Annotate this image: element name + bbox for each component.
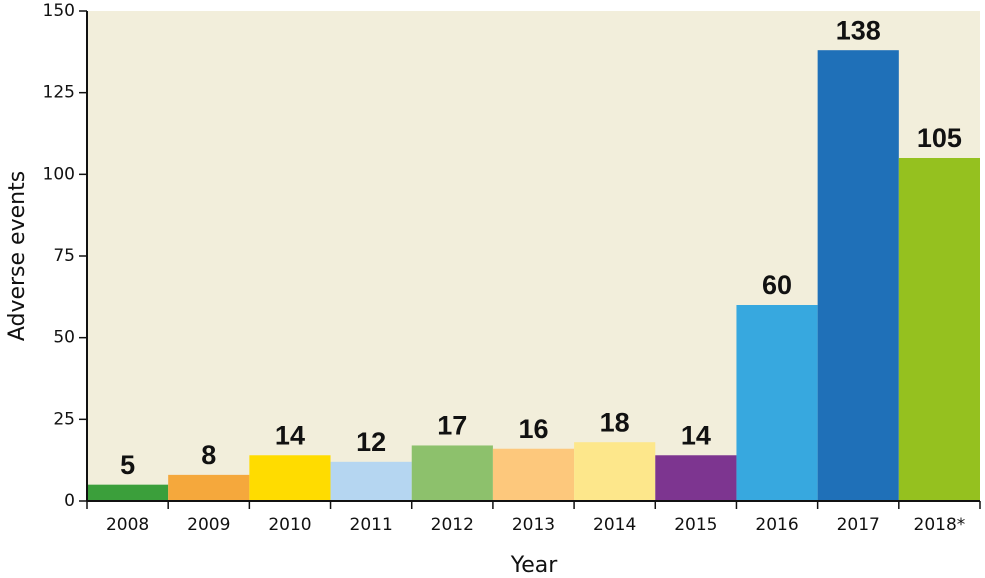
value-label: 5 xyxy=(120,450,135,480)
y-tick-label: 0 xyxy=(64,491,75,511)
y-tick-label: 150 xyxy=(43,1,75,21)
y-tick-label: 100 xyxy=(43,164,75,184)
x-tick-label: 2011 xyxy=(350,515,393,535)
x-tick-label: 2008 xyxy=(106,515,149,535)
value-label: 8 xyxy=(201,440,216,470)
y-tick-label: 25 xyxy=(53,409,75,429)
bar xyxy=(817,50,899,501)
x-tick-label: 2012 xyxy=(431,515,474,535)
x-tick-label: 2010 xyxy=(268,515,311,535)
value-label: 12 xyxy=(356,427,386,457)
y-tick-label: 125 xyxy=(43,83,75,103)
x-tick-label: 2014 xyxy=(593,515,636,535)
x-tick-label: 2013 xyxy=(512,515,555,535)
x-tick-label: 2015 xyxy=(674,515,717,535)
value-label: 105 xyxy=(917,123,962,153)
value-label: 18 xyxy=(600,407,630,437)
x-tick-label: 2018* xyxy=(914,515,966,535)
bar xyxy=(249,455,331,501)
x-tick-label: 2017 xyxy=(837,515,880,535)
value-label: 14 xyxy=(681,420,711,450)
y-axis-label: Adverse events xyxy=(5,171,30,341)
x-tick-label: 2016 xyxy=(755,515,798,535)
bar xyxy=(655,455,737,501)
bar xyxy=(736,305,818,501)
bar xyxy=(330,461,412,501)
value-label: 138 xyxy=(836,15,881,45)
value-label: 17 xyxy=(437,411,467,441)
y-tick-label: 50 xyxy=(53,328,75,348)
bar xyxy=(898,158,980,501)
bar xyxy=(168,474,250,501)
y-tick-label: 75 xyxy=(53,246,75,266)
bar xyxy=(411,445,493,501)
value-label: 60 xyxy=(762,270,792,300)
value-label: 14 xyxy=(275,420,305,450)
x-axis-label: Year xyxy=(510,553,559,578)
value-label: 16 xyxy=(518,414,548,444)
bar xyxy=(574,442,656,501)
x-tick-label: 2009 xyxy=(187,515,230,535)
bar xyxy=(87,484,169,501)
bar xyxy=(492,448,575,501)
